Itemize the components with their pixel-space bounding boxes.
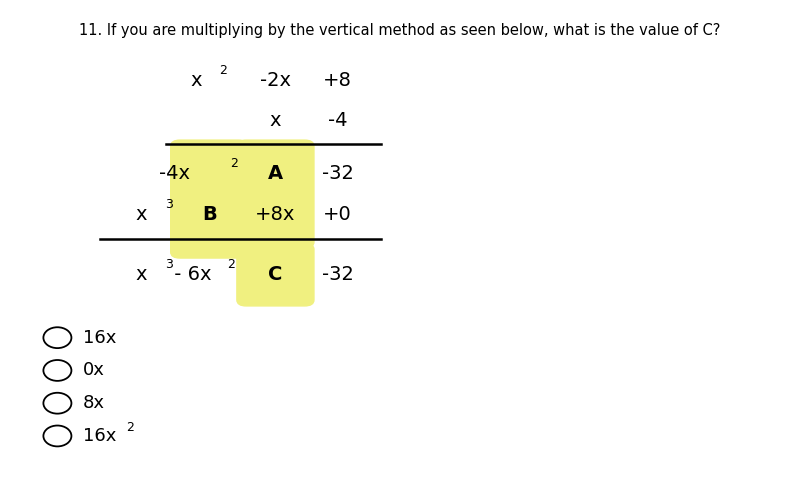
Text: +0: +0 bbox=[323, 205, 352, 224]
Text: 2: 2 bbox=[230, 157, 238, 170]
Text: x: x bbox=[190, 71, 202, 90]
Text: -2x: -2x bbox=[260, 71, 291, 90]
FancyBboxPatch shape bbox=[170, 140, 248, 258]
Text: 8x: 8x bbox=[83, 394, 105, 412]
FancyBboxPatch shape bbox=[237, 243, 314, 306]
Text: 2: 2 bbox=[126, 421, 134, 434]
Text: - 6x: - 6x bbox=[168, 265, 211, 284]
Text: 3: 3 bbox=[165, 258, 173, 271]
Text: 16x: 16x bbox=[83, 427, 117, 445]
Text: 11. If you are multiplying by the vertical method as seen below, what is the val: 11. If you are multiplying by the vertic… bbox=[79, 23, 721, 38]
Text: x: x bbox=[135, 205, 147, 224]
Text: 16x: 16x bbox=[83, 329, 117, 347]
Text: 3: 3 bbox=[165, 198, 173, 211]
Text: B: B bbox=[202, 205, 217, 224]
Text: +8x: +8x bbox=[255, 205, 296, 224]
Text: A: A bbox=[268, 164, 283, 183]
Text: C: C bbox=[268, 265, 282, 284]
Text: 0x: 0x bbox=[83, 361, 105, 380]
Text: +8: +8 bbox=[323, 71, 352, 90]
Text: x: x bbox=[135, 265, 147, 284]
Text: x: x bbox=[270, 111, 281, 131]
Text: -32: -32 bbox=[322, 164, 354, 183]
Text: 2: 2 bbox=[219, 64, 227, 77]
Text: -4x: -4x bbox=[158, 164, 190, 183]
Text: -32: -32 bbox=[322, 265, 354, 284]
FancyBboxPatch shape bbox=[237, 140, 314, 248]
Text: 2: 2 bbox=[227, 258, 235, 271]
Text: -4: -4 bbox=[328, 111, 347, 131]
